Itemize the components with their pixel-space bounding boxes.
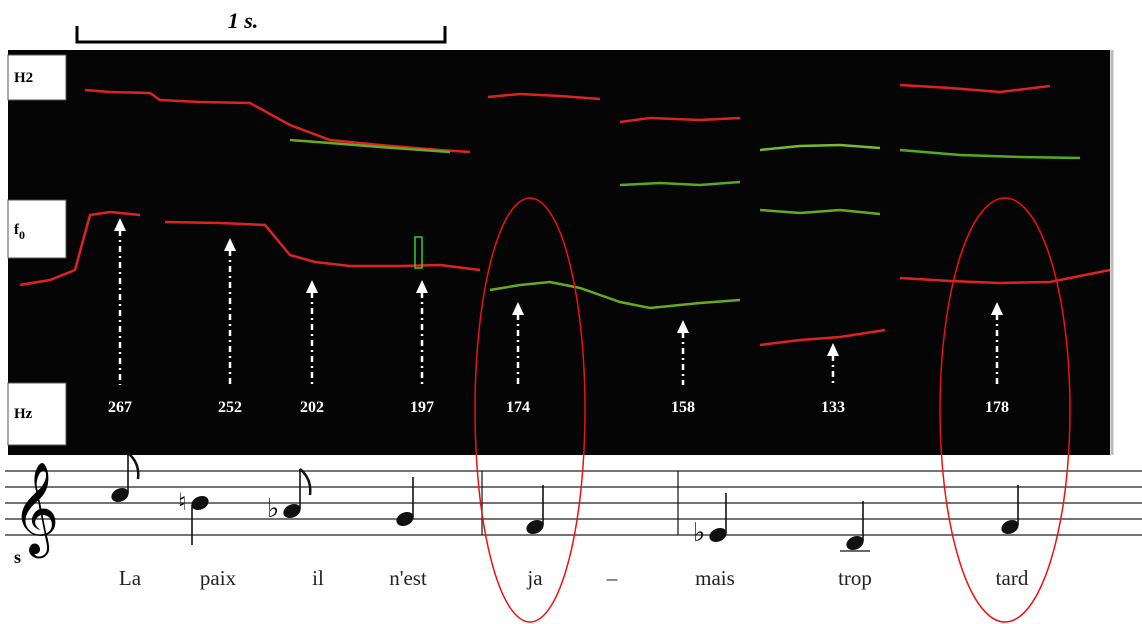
note-head: [709, 527, 727, 543]
note-head: [846, 535, 864, 551]
arrow-head: [512, 302, 524, 315]
note-head: [191, 495, 209, 511]
marker: [414, 236, 423, 269]
arrow-head: [306, 280, 318, 293]
clef-label: s: [14, 547, 21, 567]
frequency-label: 267: [108, 399, 132, 416]
label-box: [7, 382, 67, 446]
lyric: ja: [526, 566, 543, 590]
track-f0: [164, 220, 481, 272]
arrow-head: [827, 343, 839, 356]
lyric: La: [119, 566, 142, 590]
track: [899, 148, 1081, 160]
frequency-label: 178: [985, 399, 1009, 416]
track: [759, 208, 881, 216]
track-h2-green: [289, 138, 451, 154]
arrow-head: [991, 302, 1003, 315]
track-f0: [899, 268, 1111, 285]
track-f0: [19, 210, 141, 287]
lyric: mais: [695, 566, 735, 590]
flag: [127, 452, 140, 480]
frequency-label: 158: [671, 399, 695, 416]
flag: [299, 468, 312, 496]
label-hz: Hz: [14, 406, 33, 422]
highlight: [474, 197, 586, 623]
treble-clef: 𝄞: [12, 463, 59, 558]
note-head: [1001, 519, 1019, 535]
frequency-label: 252: [218, 399, 242, 416]
lyric: tard: [996, 566, 1029, 590]
lyric: trop: [838, 566, 872, 590]
scale-bar: [75, 26, 447, 44]
arrows: 267 252 202 197 174 158 133 178: [108, 218, 1009, 416]
pitch-tracks: [19, 83, 1111, 347]
arrow-head: [114, 218, 126, 231]
label-h2: H2: [14, 70, 33, 86]
notes: ♮ ♭ ♭: [111, 452, 1019, 552]
accidental: ♭: [693, 518, 705, 547]
track: [619, 180, 741, 187]
track-f0: [759, 328, 886, 347]
label-box: [7, 54, 67, 101]
frequency-label: 202: [300, 399, 324, 416]
frequency-label: 174: [506, 399, 530, 416]
frequency-label: 197: [410, 399, 434, 416]
label-f0-main: f: [14, 222, 20, 238]
staff: [5, 470, 1142, 536]
track-h2: [619, 116, 741, 124]
note-head: [111, 487, 129, 503]
lyric: –: [606, 566, 618, 590]
track: [759, 143, 881, 152]
track-h2: [84, 88, 471, 154]
lyric: n'est: [389, 566, 427, 590]
arrow-head: [416, 280, 428, 293]
accidental: ♮: [178, 490, 187, 516]
note-head: [283, 503, 301, 519]
track-h2: [899, 83, 1051, 94]
highlight: [939, 197, 1071, 623]
track-h2: [487, 92, 601, 101]
lyric: il: [312, 566, 324, 590]
track-f0: [489, 280, 741, 310]
label-f0-sub: 0: [19, 228, 25, 242]
frequency-label: 133: [821, 399, 845, 416]
note-head: [526, 519, 544, 535]
lyric: paix: [200, 566, 237, 590]
scale-label: 1 s.: [228, 8, 259, 33]
arrow-head: [677, 320, 689, 333]
note-head: [396, 511, 414, 527]
spectrogram: [8, 50, 1110, 455]
label-f0: f0: [14, 222, 25, 242]
arrow-head: [224, 238, 236, 251]
accidental: ♭: [267, 494, 279, 523]
label-box: [7, 199, 67, 259]
lyrics: La paix il n'est ja – mais trop tard: [119, 566, 1029, 590]
